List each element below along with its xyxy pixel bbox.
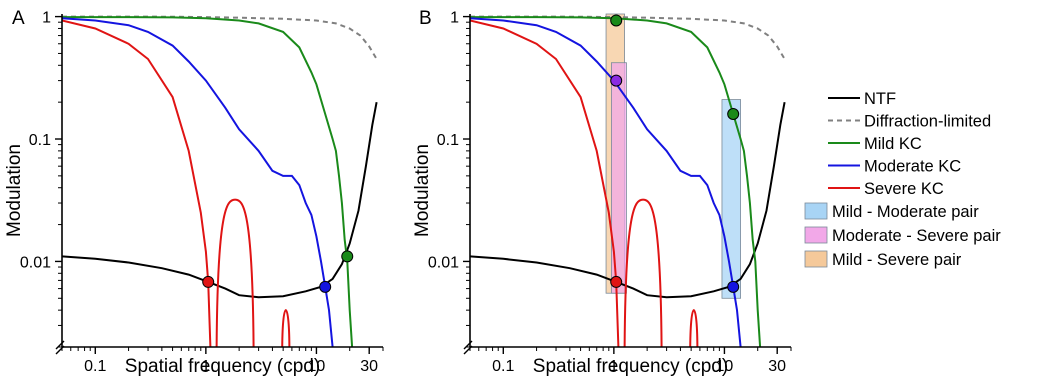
x-tick-label: 1 [201,358,210,375]
legend-box-swatch [804,202,828,220]
axis-break-mark [463,345,473,355]
x-tick-label: 30 [360,358,378,375]
axis-break-mark [55,345,65,355]
x-tick-label: 30 [768,358,786,375]
data-point-marker [727,108,740,121]
panel-letter: B [419,8,432,29]
data-point-marker [319,280,332,293]
panel-b: 0.01 0.1 1 0.1 1 10 30 Spatial frequency (cpd) M… [412,8,792,377]
x-tick-label: 0.1 [492,358,514,375]
data-point-marker [610,14,623,27]
panel-letter: A [12,8,25,29]
data-point-marker [341,250,354,263]
curves [62,15,378,347]
x-tick-label: 10 [716,358,734,375]
series-line [62,15,378,60]
curves [470,15,786,347]
data-point-marker [202,275,215,288]
legend-label: Mild - Severe pair [832,251,962,269]
series-lobe [215,198,255,347]
data-point-marker [610,74,623,87]
y-tick-label: 1 [42,10,51,27]
series-lobe [623,198,663,347]
legend-label: Severe KC [864,180,944,198]
legend-box-swatch [804,250,828,268]
y-axis-title: Modulation [4,144,25,237]
y-tick-label: 1 [450,10,459,27]
y-tick-label: 0.01 [428,254,459,271]
panel-a: 0.01 0.1 1 0.1 1 10 30 Spatial frequency (cpd) M… [4,8,384,377]
series-line [470,19,620,347]
legend-label: Moderate KC [864,158,961,176]
series-lobe [689,309,699,347]
x-axis-title: Spatial frequency (cpd) [125,356,320,377]
series-line [470,15,786,60]
data-point-marker [727,280,740,293]
x-tick-label: 0.1 [84,358,106,375]
x-axis-title: Spatial frequency (cpd) [533,356,728,377]
series-line [470,102,786,299]
series-line [470,17,742,347]
x-tick-label: 1 [609,358,618,375]
series-line [62,102,378,299]
y-tick-label: 0.01 [20,254,51,271]
x-tick-label: 10 [308,358,326,375]
legend-label: NTF [864,90,896,108]
y-tick-label: 0.1 [29,132,51,149]
axis-break-mark [463,340,473,350]
series-line [62,17,334,347]
series-line [62,16,354,347]
legend-label: Mild KC [864,135,922,153]
y-tick-label: 0.1 [437,132,459,149]
series-lobe [281,309,291,347]
data-point-marker [610,275,623,288]
legend-box-swatch [804,226,828,244]
legend-label: Diffraction-limited [864,113,991,131]
axis-break-mark [55,340,65,350]
y-axis-title: Modulation [412,144,433,237]
legend: NTF Diffraction-limited Mild KC Moderate KC… [804,90,1001,269]
series-line [62,19,212,347]
highlight-box [610,62,627,294]
legend-label: Moderate - Severe pair [832,227,1001,245]
legend-label: Mild - Moderate pair [832,203,979,221]
